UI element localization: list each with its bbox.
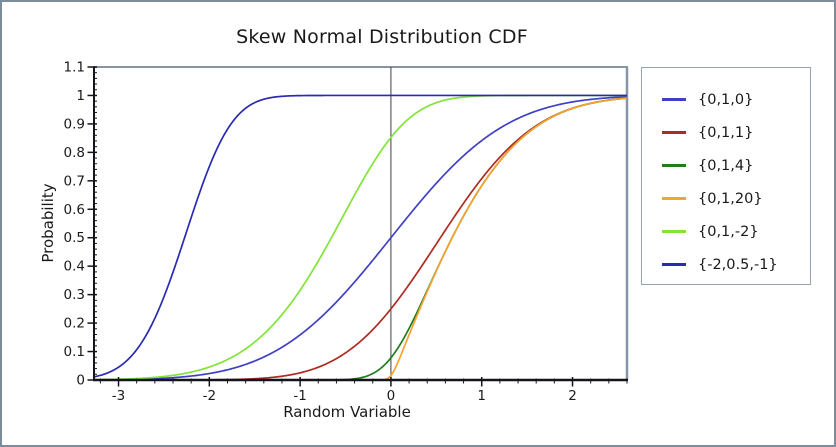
legend-label: {0,1,-2}: [698, 223, 759, 240]
y-tick-label: 0.5: [64, 230, 85, 246]
y-tick-label: 0.7: [64, 173, 85, 189]
legend-label: {0,1,0}: [698, 91, 754, 108]
y-tick-label: 0.4: [64, 259, 85, 275]
x-tick-label: -2: [203, 388, 216, 404]
legend-swatch-line: [662, 197, 686, 200]
x-tick-label: 0: [387, 388, 396, 404]
y-tick-label: 0.6: [64, 202, 85, 218]
legend-label: {0,1,1}: [698, 124, 754, 141]
curve-{0,1,-2}: [93, 94, 627, 381]
y-axis-label: Probability: [39, 183, 57, 263]
y-tick-label: 0.9: [64, 116, 85, 132]
legend-item: {0,1,0}: [642, 83, 810, 116]
legend-swatch-line: [662, 263, 686, 266]
y-tick-label: 0.1: [64, 344, 85, 360]
legend-label: {-2,0.5,-1}: [698, 256, 778, 273]
curve-{0,1,1}: [94, 97, 628, 381]
legend-item: {0,1,-2}: [642, 215, 810, 248]
legend-swatch-line: [662, 131, 686, 134]
legend-label: {0,1,20}: [698, 190, 763, 207]
chart-title: Skew Normal Distribution CDF: [236, 26, 528, 48]
x-tick-label: -3: [112, 388, 125, 404]
legend-label: {0,1,4}: [698, 157, 754, 174]
y-tick-label: 1: [76, 88, 85, 104]
legend-swatch-line: [662, 164, 686, 167]
x-tick-label: 2: [568, 388, 577, 404]
curve-{0,1,4}: [94, 97, 628, 381]
legend-swatch-line: [662, 98, 686, 101]
y-tick-label: 0.8: [64, 145, 85, 161]
legend-item: {0,1,4}: [642, 149, 810, 182]
y-tick-label: 0.2: [64, 316, 85, 332]
curve-{0,1,20}: [94, 97, 628, 381]
x-tick-label: 1: [477, 388, 486, 404]
x-tick-label: -1: [293, 388, 306, 404]
legend-item: {0,1,1}: [642, 116, 810, 149]
legend: {0,1,0} {0,1,1} {0,1,4} {0,1,20} {0,1,-2…: [641, 67, 811, 285]
legend-swatch-line: [662, 230, 686, 233]
y-tick-label: 0.3: [64, 287, 85, 303]
y-tick-label: 1.1: [64, 60, 85, 76]
legend-item: {0,1,20}: [642, 182, 810, 215]
curve-{-2,0.5,-1}: [93, 94, 627, 378]
x-axis-label: Random Variable: [283, 403, 411, 421]
curve-{0,1,0}: [93, 95, 628, 381]
legend-item: {-2,0.5,-1}: [642, 248, 810, 281]
y-tick-label: 0: [76, 373, 85, 389]
